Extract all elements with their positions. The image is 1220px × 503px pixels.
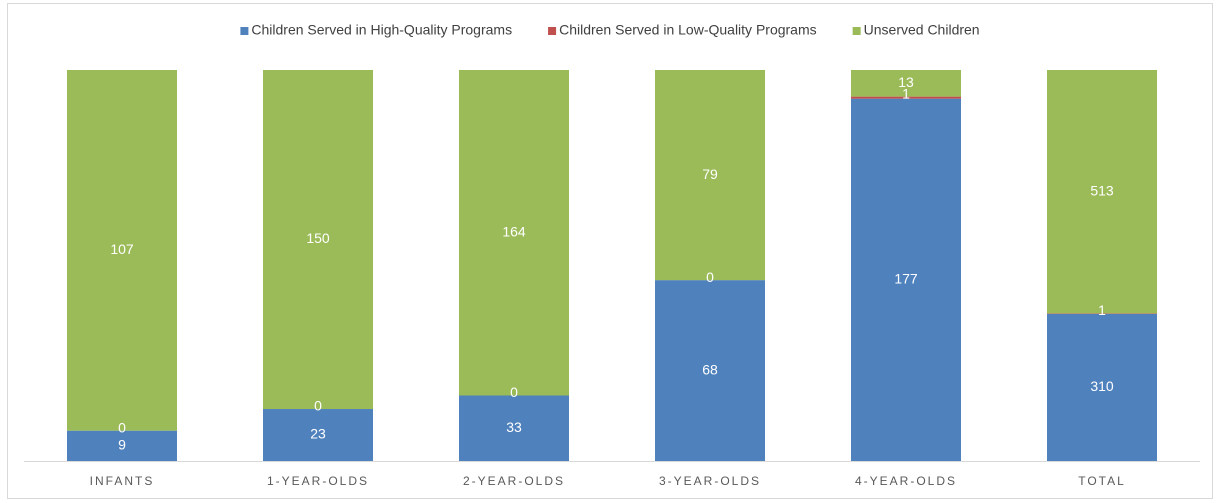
data-label: 177 (894, 271, 918, 287)
bar-segment (851, 96, 961, 99)
x-tick-label: 4-YEAR-OLDS (855, 474, 957, 488)
data-label: 0 (510, 384, 518, 400)
data-label: 68 (702, 361, 718, 377)
legend-marker (240, 27, 249, 35)
data-label: 310 (1090, 378, 1114, 394)
data-label: 0 (118, 419, 126, 435)
data-label: 164 (502, 223, 526, 239)
legend-marker (548, 27, 557, 35)
data-label: 0 (314, 398, 322, 414)
data-label: 1 (902, 85, 910, 101)
data-label: 0 (706, 269, 714, 285)
data-label: 9 (118, 437, 126, 453)
data-label: 33 (506, 419, 522, 435)
data-label: 79 (702, 166, 718, 182)
data-label: 107 (110, 241, 134, 257)
bar-segment (67, 70, 177, 431)
bar-segment (1047, 70, 1157, 314)
bar-segment (1047, 313, 1157, 461)
bar-segment (263, 70, 373, 410)
x-tick-label: INFANTS (90, 474, 155, 488)
data-label: 23 (310, 426, 326, 442)
bar-segment (263, 409, 373, 461)
bar-segment (67, 430, 177, 461)
legend-label: Unserved Children (864, 22, 980, 38)
data-label: 1 (1098, 302, 1106, 318)
x-tick-label: 1-YEAR-OLDS (267, 474, 369, 488)
bar-segment (459, 70, 569, 396)
x-tick-label: 3-YEAR-OLDS (659, 474, 761, 488)
x-tick-label: 2-YEAR-OLDS (463, 474, 565, 488)
data-label: 150 (306, 230, 330, 246)
x-tick-label: TOTAL (1078, 474, 1126, 488)
data-label: 513 (1090, 182, 1114, 198)
data-label: 13 (898, 74, 914, 90)
bar-segment (851, 70, 961, 97)
legend-marker (852, 27, 861, 35)
bar-segment (851, 98, 961, 462)
legend-label: Children Served in Low-Quality Programs (559, 22, 817, 38)
legend-label: Children Served in High-Quality Programs (251, 22, 512, 38)
bar-segment (459, 395, 569, 461)
bar-segment (655, 280, 765, 461)
bar-segment (655, 70, 765, 281)
chart-border (7, 3, 1213, 499)
